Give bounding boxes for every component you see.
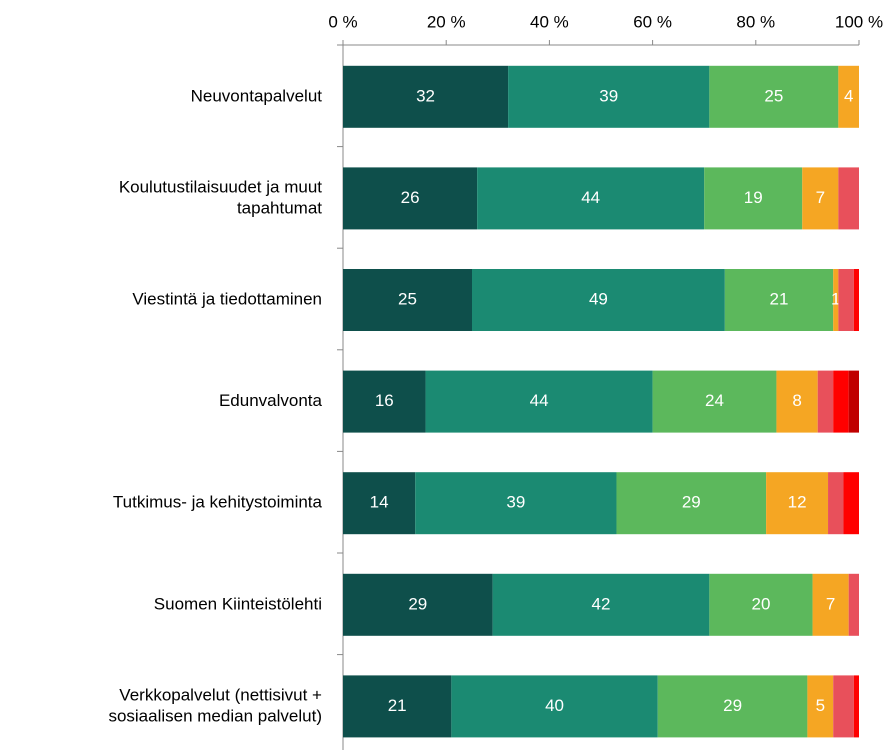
bar-segment — [492, 573, 710, 636]
data-label: 4 — [844, 86, 853, 105]
data-label: 44 — [581, 188, 600, 207]
bar-segment — [853, 675, 859, 738]
bar-segment — [343, 675, 452, 738]
x-tick-label: 0 % — [328, 12, 357, 31]
bar-segment — [853, 269, 859, 331]
bar-segment — [652, 370, 777, 433]
category-label: Suomen Kiinteistölehti — [154, 594, 322, 613]
data-label: 44 — [530, 391, 549, 410]
data-label: 21 — [770, 289, 789, 308]
data-label: 5 — [816, 696, 825, 715]
data-label: 29 — [723, 696, 742, 715]
category-label: Neuvontapalvelut — [191, 86, 323, 105]
data-label: 16 — [375, 391, 394, 410]
bar-segment — [709, 573, 813, 636]
bar-segment — [766, 472, 829, 535]
bar-segment — [802, 167, 839, 230]
x-tick-label: 80 % — [736, 12, 775, 31]
data-label: 40 — [545, 696, 564, 715]
data-label: 39 — [506, 493, 525, 512]
bar-segment — [616, 472, 767, 535]
data-label: 24 — [705, 391, 724, 410]
bar-segment — [833, 675, 854, 738]
data-label: 21 — [388, 696, 407, 715]
data-label: 29 — [408, 594, 427, 613]
data-label: 39 — [599, 86, 618, 105]
bar-segment — [451, 675, 658, 738]
data-label: 12 — [788, 493, 807, 512]
category-label: Verkkopalvelut (nettisivut + — [119, 685, 322, 704]
bar-segment — [477, 167, 705, 230]
category-label: Edunvalvonta — [219, 391, 323, 410]
bar-segment — [425, 370, 653, 433]
x-tick-label: 20 % — [427, 12, 466, 31]
bar-segment — [343, 370, 426, 433]
data-label: 7 — [826, 594, 835, 613]
bar-segment — [776, 370, 818, 433]
data-label: 26 — [401, 188, 420, 207]
data-label: 32 — [416, 86, 435, 105]
category-label: Tutkimus- ja kehitystoiminta — [113, 493, 323, 512]
data-label: 29 — [682, 493, 701, 512]
bar-segment — [828, 472, 844, 535]
bar-segment — [807, 675, 834, 738]
bar-segment — [343, 65, 509, 128]
bar-segment — [817, 370, 834, 433]
category-label: sosiaalisen median palvelut) — [108, 706, 322, 725]
bar-segment — [833, 370, 849, 433]
data-label: 25 — [764, 86, 783, 105]
bar-segment — [657, 675, 808, 738]
data-label: 25 — [398, 289, 417, 308]
bar-segment — [508, 65, 710, 128]
bar-segment — [343, 269, 472, 331]
category-label: Koulutustilaisuudet ja muut — [119, 177, 322, 196]
x-tick-label: 100 % — [835, 12, 883, 31]
bar-segment — [812, 573, 849, 636]
data-label: 42 — [592, 594, 611, 613]
bar-segment — [472, 269, 725, 331]
bar-segment — [843, 472, 859, 535]
bar-segment — [709, 65, 839, 128]
data-label: 7 — [816, 188, 825, 207]
bar-segment — [415, 472, 617, 535]
x-tick-label: 40 % — [530, 12, 569, 31]
category-label: Viestintä ja tiedottaminen — [132, 289, 322, 308]
bar-segment — [343, 472, 416, 535]
data-label: 14 — [370, 493, 389, 512]
bar-segment — [724, 269, 834, 331]
bar-segment — [833, 269, 839, 331]
bar-segment — [838, 65, 859, 128]
bar-segment — [343, 573, 493, 636]
bar-segment — [704, 167, 803, 230]
x-tick-label: 60 % — [633, 12, 672, 31]
data-label: 1 — [831, 289, 840, 308]
bar-segment — [343, 167, 478, 230]
bar-segment — [838, 167, 859, 230]
bar-segment — [838, 269, 854, 331]
data-label: 8 — [792, 391, 801, 410]
bar-segment — [848, 370, 859, 433]
data-label: 20 — [751, 594, 770, 613]
bar-segment — [848, 573, 859, 636]
data-label: 19 — [744, 188, 763, 207]
category-label: tapahtumat — [237, 198, 322, 217]
data-label: 49 — [589, 289, 608, 308]
